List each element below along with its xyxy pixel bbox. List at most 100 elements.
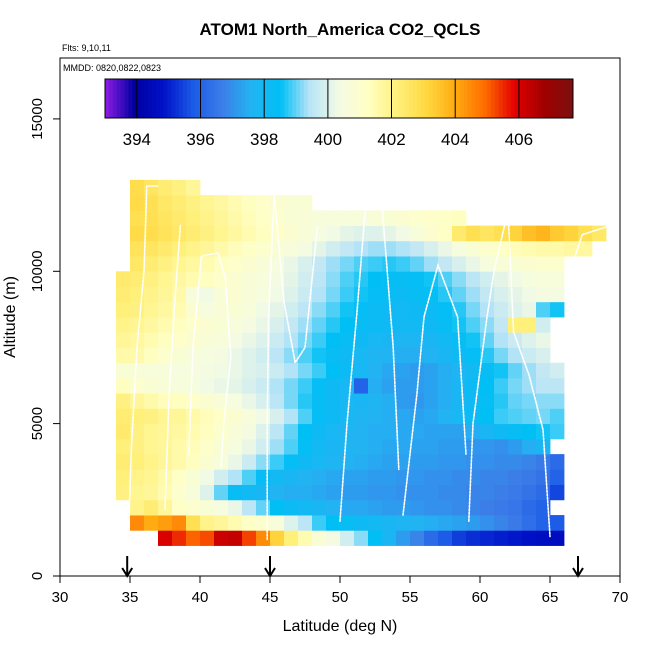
heat-cell — [312, 469, 327, 485]
heat-cell — [186, 179, 201, 196]
heat-cell — [438, 210, 453, 226]
heat-cell — [214, 317, 229, 333]
heat-cell — [508, 317, 523, 333]
heat-cell — [508, 271, 523, 287]
heat-cell — [242, 393, 257, 409]
heat-cell — [256, 438, 271, 455]
heat-cell — [508, 438, 523, 455]
heat-cell — [354, 530, 369, 546]
x-tick-label: 30 — [52, 589, 69, 606]
heat-cell — [270, 362, 285, 379]
heat-cell — [452, 438, 467, 455]
x-tick-label: 60 — [472, 589, 489, 606]
heat-cell — [382, 377, 397, 394]
heat-cell — [158, 423, 173, 440]
heat-cell — [130, 225, 145, 242]
heat-cell — [298, 362, 313, 379]
heat-cell — [396, 484, 411, 501]
heat-cell — [144, 515, 159, 531]
colorbar-tick-label: 402 — [377, 130, 405, 149]
heat-cell — [410, 530, 425, 546]
heat-cell — [354, 377, 369, 394]
heat-cell — [438, 347, 453, 364]
colorbar-swatch — [420, 79, 426, 118]
colorbar-swatch — [155, 79, 161, 118]
heat-cell — [382, 438, 397, 455]
heat-cell — [550, 469, 565, 485]
colorbar-swatch — [397, 79, 402, 118]
heat-cell — [368, 469, 383, 485]
heat-cell — [200, 454, 215, 470]
heat-cell — [144, 362, 159, 379]
colorbar-swatch — [370, 79, 375, 118]
heat-cell — [340, 347, 355, 364]
heat-cell — [228, 530, 243, 546]
heat-cell — [256, 225, 271, 242]
heat-cell — [186, 530, 201, 546]
heat-cell — [396, 454, 411, 470]
heat-cell — [410, 301, 425, 318]
colorbar-swatch — [151, 79, 157, 118]
heat-cell — [172, 195, 187, 211]
heat-cell — [452, 469, 467, 485]
colorbar-swatch — [136, 79, 141, 118]
heat-cell — [144, 271, 159, 287]
heat-cell — [494, 332, 509, 348]
heat-cell — [312, 423, 327, 440]
colorbar-swatch — [268, 79, 274, 118]
heat-cell — [410, 347, 425, 364]
heat-cell — [200, 530, 215, 546]
heat-cell — [214, 210, 229, 226]
heat-cell — [354, 408, 369, 425]
heat-cell — [522, 408, 537, 425]
heat-cell — [396, 362, 411, 379]
heat-cell — [452, 225, 467, 242]
heat-cell — [116, 301, 131, 318]
heat-cell — [508, 362, 523, 379]
colorbar-swatch — [374, 79, 379, 118]
heat-cell — [116, 423, 131, 440]
colorbar-swatch — [463, 79, 469, 118]
heat-cell — [326, 332, 341, 348]
heat-cell — [368, 408, 383, 425]
heat-cell — [452, 271, 467, 287]
heat-cell — [522, 438, 537, 455]
heat-cell — [424, 210, 439, 226]
heat-cell — [452, 377, 467, 394]
heat-cell — [214, 499, 229, 516]
colorbar-swatch — [167, 79, 172, 118]
heat-cell — [200, 286, 215, 303]
heat-cell — [424, 271, 439, 287]
colorbar-swatch — [561, 79, 566, 118]
heat-cell — [508, 454, 523, 470]
heat-cell — [508, 301, 523, 318]
colorbar-swatch — [362, 79, 367, 118]
heat-cell — [466, 332, 481, 348]
heat-cell — [200, 301, 215, 318]
heat-cell — [494, 256, 509, 272]
heat-cell — [368, 286, 383, 303]
heat-cell — [424, 377, 439, 394]
heat-cell — [452, 362, 467, 379]
colorbar-swatch — [553, 79, 558, 118]
colorbar-swatch — [409, 79, 414, 118]
heat-cell — [256, 210, 271, 226]
heat-cell — [158, 271, 173, 287]
heat-cell — [368, 210, 383, 226]
heat-cell — [550, 393, 565, 409]
heat-cell — [368, 423, 383, 440]
heat-cell — [186, 362, 201, 379]
heat-cell — [522, 530, 537, 546]
heat-cell — [480, 225, 495, 242]
heat-cell — [424, 332, 439, 348]
heat-cell — [396, 210, 411, 226]
heat-cell — [284, 469, 299, 485]
heat-cell — [256, 515, 271, 531]
heat-cell — [200, 271, 215, 287]
colorbar-swatch — [159, 79, 164, 118]
heat-cell — [172, 347, 187, 364]
heat-cell — [312, 210, 327, 226]
x-tick-label: 45 — [262, 589, 279, 606]
heat-cell — [494, 301, 509, 318]
heat-cell — [158, 469, 173, 485]
